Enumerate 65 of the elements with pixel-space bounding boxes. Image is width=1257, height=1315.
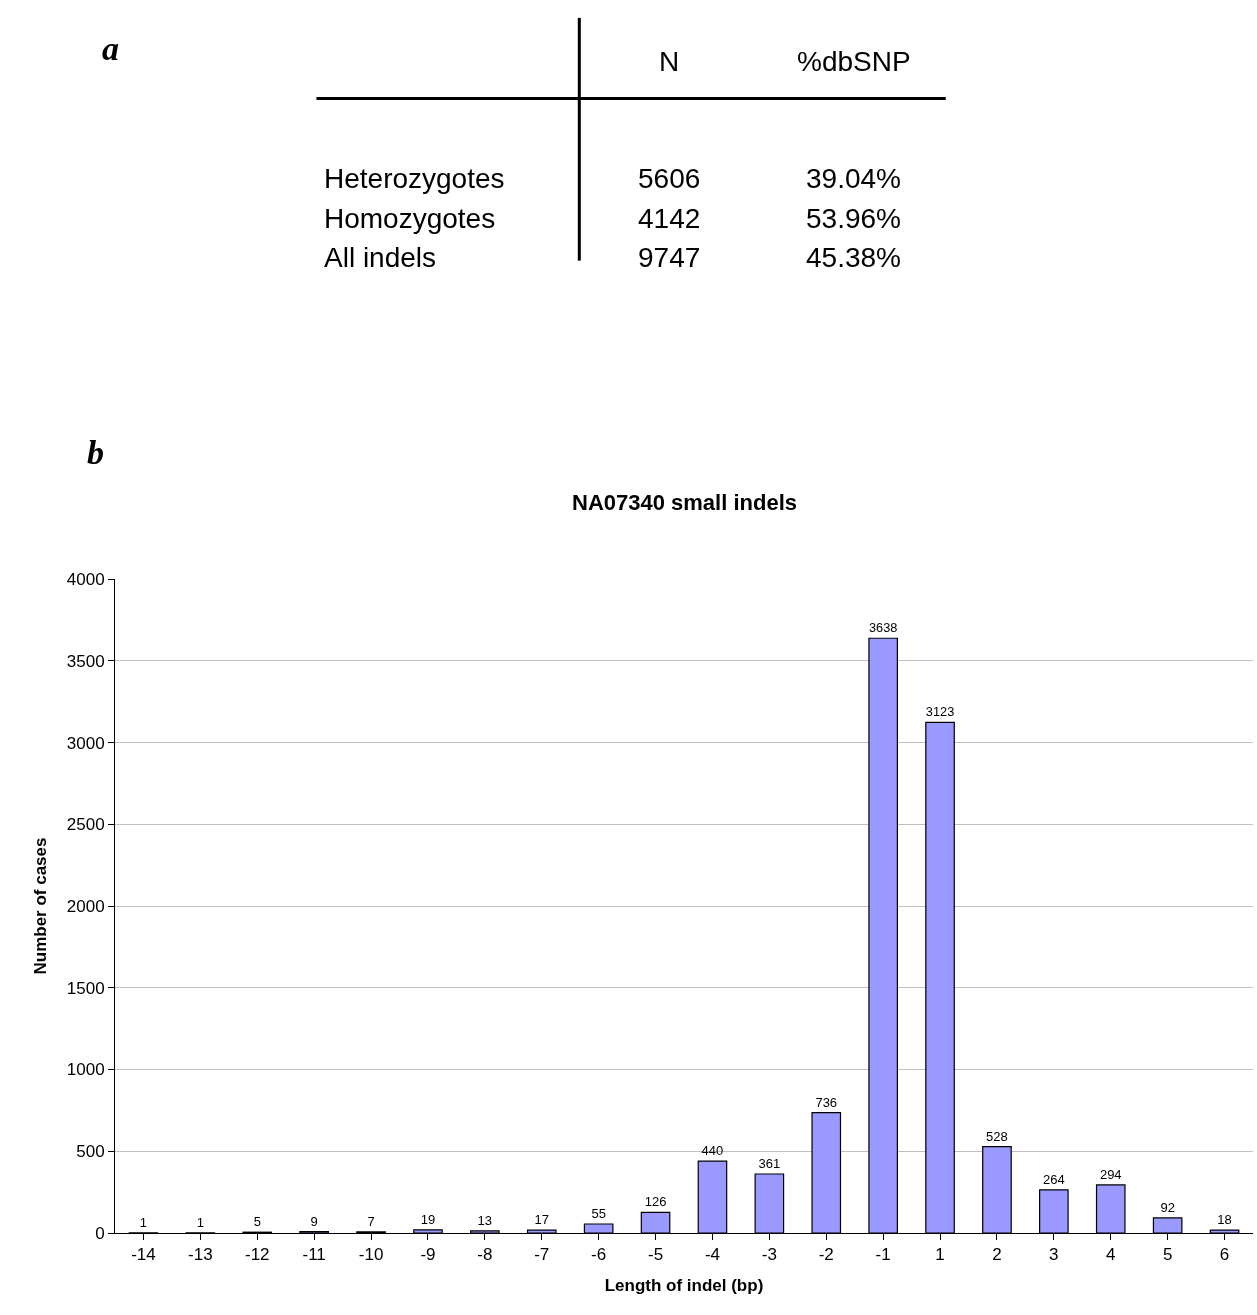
data-label: 361 <box>758 1155 781 1171</box>
text: a <box>102 30 119 67</box>
data-label: 3123 <box>925 704 955 720</box>
data-label: 126 <box>644 1194 667 1210</box>
y-tick-label: 3000 <box>66 733 105 753</box>
x-tick-label: -7 <box>534 1245 550 1265</box>
x-tick-label: -12 <box>244 1245 270 1265</box>
y-tick-label: 1000 <box>66 1060 105 1080</box>
y-tick-label: 4000 <box>66 570 105 590</box>
x-axis-title: Length of indel (bp) <box>604 1275 764 1295</box>
x-tick-label: -1 <box>875 1245 891 1265</box>
data-label: 1 <box>196 1214 204 1230</box>
y-tick-label: 3500 <box>66 651 105 671</box>
data-label: 13 <box>477 1212 493 1228</box>
data-label: 5 <box>253 1214 261 1230</box>
y-axis-title: Number of cases <box>31 837 51 975</box>
data-label: 92 <box>1160 1199 1175 1215</box>
data-label: 17 <box>534 1212 549 1228</box>
y-tick-label: 2000 <box>66 896 105 916</box>
data-label: 7 <box>367 1213 375 1229</box>
x-tick-label: -14 <box>131 1245 156 1265</box>
x-tick-label: -5 <box>647 1245 664 1265</box>
x-tick-label: 2 <box>992 1245 1002 1265</box>
text: 9747 <box>638 242 701 273</box>
text: 53.96% <box>806 203 901 234</box>
x-tick-label: -3 <box>761 1245 777 1265</box>
text: 4142 <box>638 203 701 234</box>
chart-title: NA07340 small indels <box>572 490 798 515</box>
category-label: N <box>659 46 680 77</box>
y-tick-label: 0 <box>95 1223 105 1243</box>
category-label: Homozygotes <box>324 203 496 234</box>
y-tick-label: 500 <box>76 1142 105 1162</box>
x-tick-label: -6 <box>591 1245 607 1265</box>
data-label: 9 <box>310 1213 318 1229</box>
data-label: 440 <box>701 1143 724 1159</box>
x-tick-label: 6 <box>1219 1245 1230 1265</box>
data-label: 736 <box>815 1094 838 1110</box>
x-tick-label: 4 <box>1106 1245 1116 1265</box>
text: 39.04% <box>806 163 901 194</box>
y-tick-label: 1500 <box>66 978 105 998</box>
data-label: 1 <box>139 1214 148 1230</box>
x-tick-label: -9 <box>420 1245 436 1265</box>
x-tick-label: -11 <box>302 1245 326 1265</box>
x-tick-label: -13 <box>188 1245 213 1265</box>
category-label: All indels <box>324 242 437 273</box>
data-label: 264 <box>1043 1171 1065 1187</box>
category-label: %dbSNP <box>797 46 911 77</box>
x-tick-label: 1 <box>935 1245 945 1265</box>
x-tick-label: -4 <box>704 1245 721 1265</box>
category-label: Heterozygotes <box>324 163 505 194</box>
data-label: 55 <box>591 1206 606 1222</box>
x-tick-label: -8 <box>477 1245 493 1265</box>
x-tick-label: 5 <box>1162 1245 1173 1265</box>
data-label: 19 <box>420 1211 436 1227</box>
x-tick-label: 3 <box>1049 1245 1059 1265</box>
text: 45.38% <box>806 242 901 273</box>
data-label: 18 <box>1217 1212 1232 1228</box>
text: b <box>87 434 104 471</box>
x-tick-label: -2 <box>818 1245 834 1265</box>
data-label: 3638 <box>868 620 898 636</box>
x-tick-label: -10 <box>358 1245 384 1265</box>
y-tick-label: 2500 <box>66 815 105 835</box>
text: 5606 <box>638 163 701 194</box>
data-label: 294 <box>1099 1166 1122 1182</box>
data-label: 528 <box>986 1128 1008 1144</box>
